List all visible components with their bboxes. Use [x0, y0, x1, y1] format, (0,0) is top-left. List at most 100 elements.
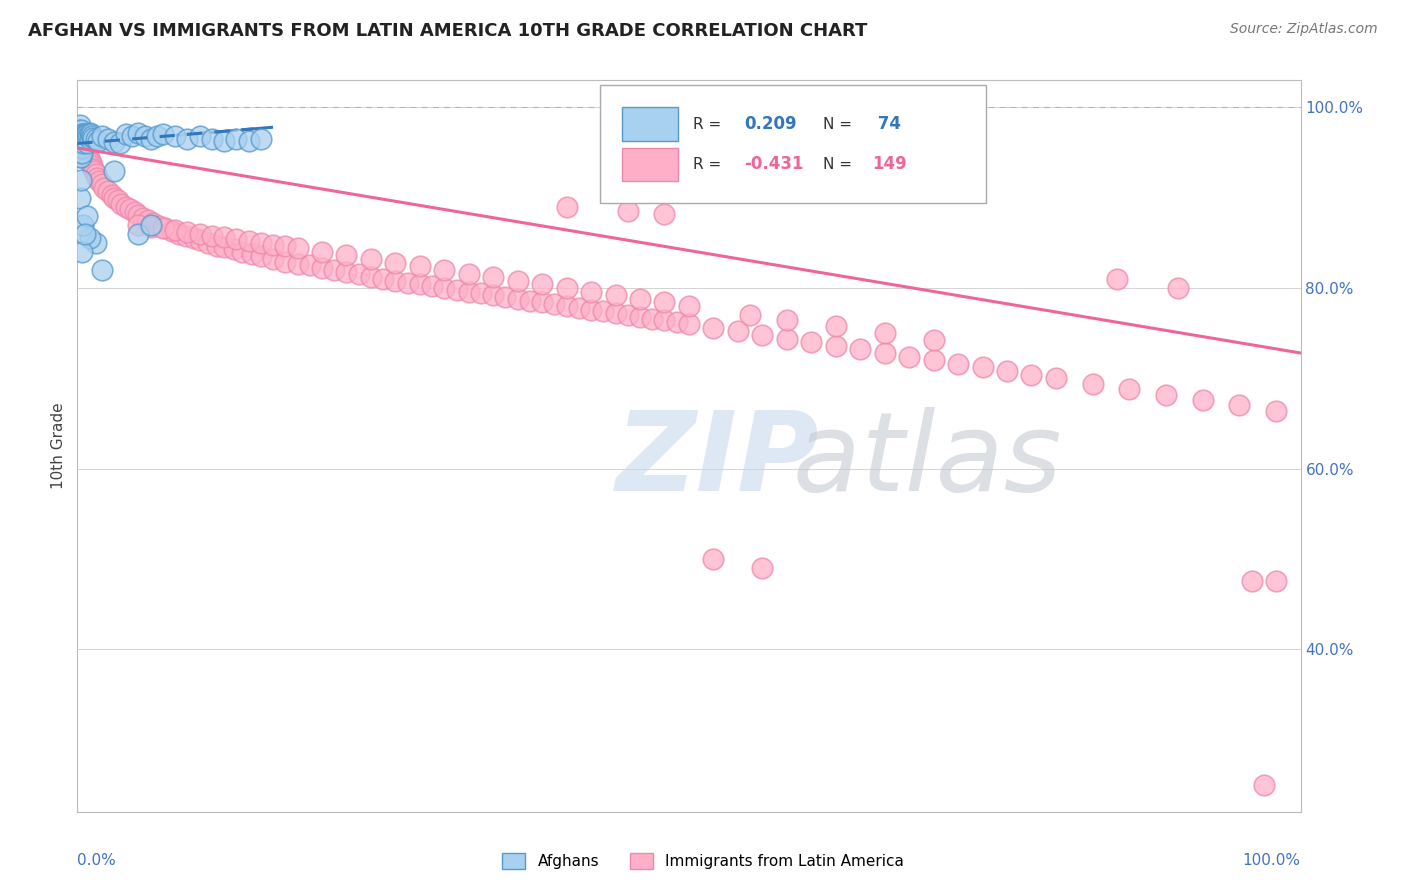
Text: R =: R =	[693, 157, 725, 172]
Point	[188, 233, 211, 247]
Point	[197, 235, 219, 250]
Point	[70, 145, 93, 160]
Point	[82, 131, 104, 145]
Point	[225, 132, 247, 146]
Point	[1191, 392, 1213, 407]
Point	[1107, 272, 1129, 286]
Point	[238, 134, 260, 148]
Point	[82, 161, 104, 176]
Point	[922, 334, 945, 348]
Point	[70, 145, 93, 160]
Point	[176, 132, 198, 146]
Text: 74: 74	[873, 115, 901, 133]
Point	[946, 357, 969, 371]
Point	[148, 219, 170, 233]
Point	[592, 304, 614, 318]
Point	[76, 128, 98, 142]
Point	[128, 126, 150, 140]
Point	[702, 552, 724, 566]
Point	[70, 136, 93, 151]
Point	[110, 197, 132, 211]
Point	[97, 132, 120, 146]
Point	[335, 265, 357, 279]
Point	[1253, 778, 1275, 792]
Point	[222, 242, 245, 256]
Point	[165, 223, 187, 237]
Point	[605, 306, 627, 320]
Point	[67, 141, 90, 155]
Point	[212, 230, 235, 244]
Point	[384, 255, 406, 269]
Point	[84, 235, 107, 250]
Point	[84, 132, 107, 146]
Point	[702, 320, 724, 334]
Point	[287, 257, 309, 271]
Point	[76, 147, 98, 161]
Point	[678, 317, 700, 331]
Point	[69, 123, 91, 137]
Point	[751, 561, 773, 575]
Point	[995, 364, 1018, 378]
Point	[70, 132, 93, 146]
Point	[579, 302, 602, 317]
Point	[75, 144, 97, 158]
Text: N =: N =	[824, 157, 858, 172]
Point	[1081, 376, 1104, 391]
Point	[482, 270, 505, 285]
Point	[80, 159, 103, 173]
Point	[67, 123, 90, 137]
Point	[678, 299, 700, 313]
Point	[506, 292, 529, 306]
Point	[225, 232, 247, 246]
Point	[555, 299, 578, 313]
Text: 0.0%: 0.0%	[77, 854, 117, 868]
Point	[849, 343, 872, 357]
Point	[67, 123, 90, 137]
Point	[654, 207, 676, 221]
Point	[70, 136, 93, 151]
Point	[384, 274, 406, 288]
Point	[1229, 398, 1251, 412]
Point	[72, 136, 94, 151]
Point	[727, 324, 749, 338]
Point	[250, 235, 273, 250]
Point	[72, 128, 94, 142]
Point	[824, 339, 846, 353]
Point	[506, 274, 529, 288]
Point	[79, 126, 101, 140]
Point	[231, 244, 253, 259]
Point	[1118, 382, 1140, 396]
Point	[240, 246, 263, 260]
Point	[70, 128, 93, 142]
Point	[80, 128, 103, 142]
Point	[146, 129, 169, 144]
Point	[167, 227, 190, 241]
Point	[103, 191, 125, 205]
Point	[70, 131, 93, 145]
Point	[250, 249, 273, 263]
Point	[482, 288, 505, 302]
Point	[360, 252, 382, 266]
Point	[457, 285, 479, 299]
Point	[86, 170, 108, 185]
Point	[420, 279, 443, 293]
Point	[531, 295, 554, 310]
Point	[89, 174, 111, 188]
Point	[115, 128, 138, 142]
Point	[97, 185, 120, 199]
Point	[70, 132, 93, 146]
Point	[83, 164, 105, 178]
Point	[73, 138, 96, 153]
Point	[70, 244, 93, 259]
Point	[90, 129, 112, 144]
Point	[84, 167, 107, 181]
Point	[69, 129, 91, 144]
Point	[134, 129, 156, 144]
Point	[262, 252, 284, 266]
Point	[128, 218, 150, 232]
Point	[922, 353, 945, 368]
Point	[90, 177, 112, 191]
Point	[69, 145, 91, 160]
Text: 100.0%: 100.0%	[1243, 854, 1301, 868]
Point	[568, 301, 591, 315]
